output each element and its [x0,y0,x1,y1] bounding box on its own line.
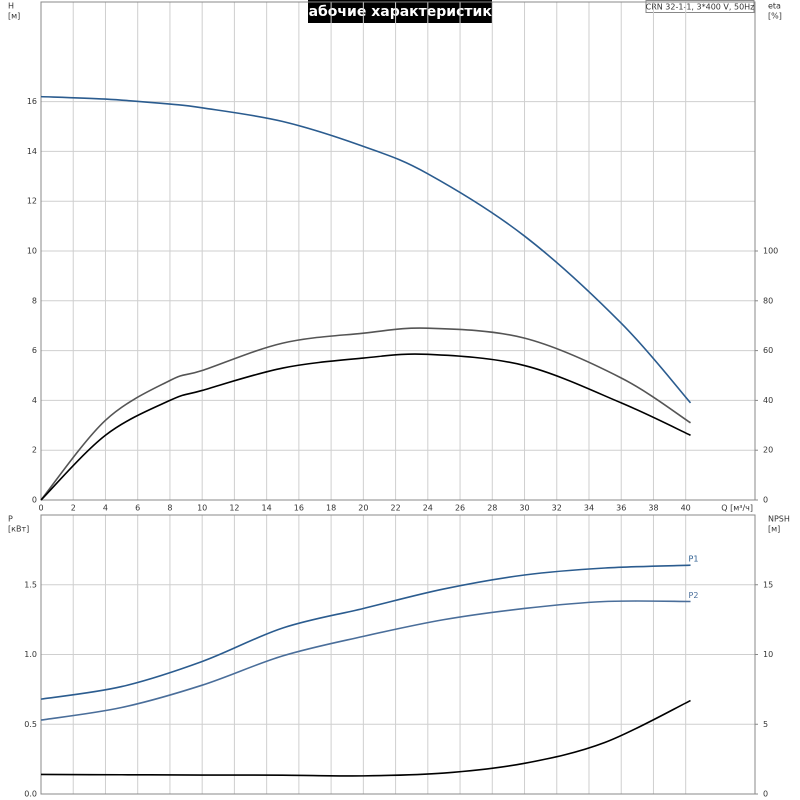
y2-tick-label: 100 [763,247,778,256]
plot-frame [40,1,756,501]
y-tick-label: 8 [32,296,37,305]
x-tick-label: 18 [326,504,336,513]
x-tick-label: 32 [552,504,562,513]
y2-tick-label: 60 [763,346,773,355]
series-line [40,600,691,721]
x-tick-label: 36 [616,504,626,513]
y2-tick-label: 15 [763,580,773,589]
y-tick-label: 1.0 [24,650,37,659]
series-line [40,564,691,700]
y2-axis-label: [%] [768,12,782,21]
x-tick-label: 34 [584,504,594,513]
x-tick-label: 40 [681,504,691,513]
x-tick-label: 16 [294,504,304,513]
y-axis-label: [м] [8,12,20,21]
x-tick-label: 20 [358,504,368,513]
y2-tick-label: 40 [763,396,773,405]
chart-title: Рабочие характеристики [298,4,501,20]
x-tick-label: 2 [71,504,76,513]
y-tick-label: 1.5 [24,580,37,589]
x-tick-label: 8 [167,504,172,513]
x-tick-label: 28 [487,504,497,513]
x-tick-label: 24 [423,504,433,513]
series-label: P1 [689,555,699,564]
series-line [40,95,692,404]
y2-tick-label: 10 [763,650,773,659]
y-tick-label: 12 [27,197,37,206]
y2-tick-label: 20 [763,446,773,455]
x-tick-label: 10 [197,504,207,513]
y2-axis-label: NPSH [768,515,790,524]
y2-axis-label: eta [768,2,781,11]
x-tick-label: 14 [262,504,272,513]
y2-tick-label: 0 [763,790,768,799]
y-axis-label: [кВт] [8,525,29,534]
y-tick-label: 2 [32,446,37,455]
y2-tick-label: 0 [763,496,768,505]
y-tick-label: 0.5 [24,720,37,729]
y-axis-label: H [8,2,14,11]
y2-tick-label: 80 [763,296,773,305]
y-tick-label: 4 [32,396,37,405]
x-axis-label: Q [м³/ч] [721,504,753,513]
x-tick-label: 26 [455,504,465,513]
x-tick-label: 6 [135,504,140,513]
series-line [40,353,691,501]
x-tick-label: 38 [648,504,658,513]
y2-tick-label: 5 [763,720,768,729]
title-box [308,0,492,23]
x-tick-label: 22 [390,504,400,513]
model-label: CRN 32-1-1, 3*400 V, 50Hz [646,3,755,12]
series-line [40,327,691,501]
y-tick-label: 0.0 [24,790,37,799]
plot-frame [40,514,756,795]
y-tick-label: 10 [27,247,37,256]
y-tick-label: 16 [27,97,37,106]
y2-axis-label: [м] [768,525,780,534]
y-tick-label: 14 [27,147,37,156]
series-line [40,699,691,777]
series-label: P2 [689,591,699,600]
y-axis-label: P [8,515,13,524]
x-tick-label: 30 [519,504,529,513]
model-box [645,0,755,13]
x-tick-label: 12 [229,504,239,513]
y-tick-label: 0 [32,496,37,505]
y-tick-label: 6 [32,346,37,355]
x-tick-label: 4 [103,504,108,513]
x-tick-label: 0 [38,504,43,513]
